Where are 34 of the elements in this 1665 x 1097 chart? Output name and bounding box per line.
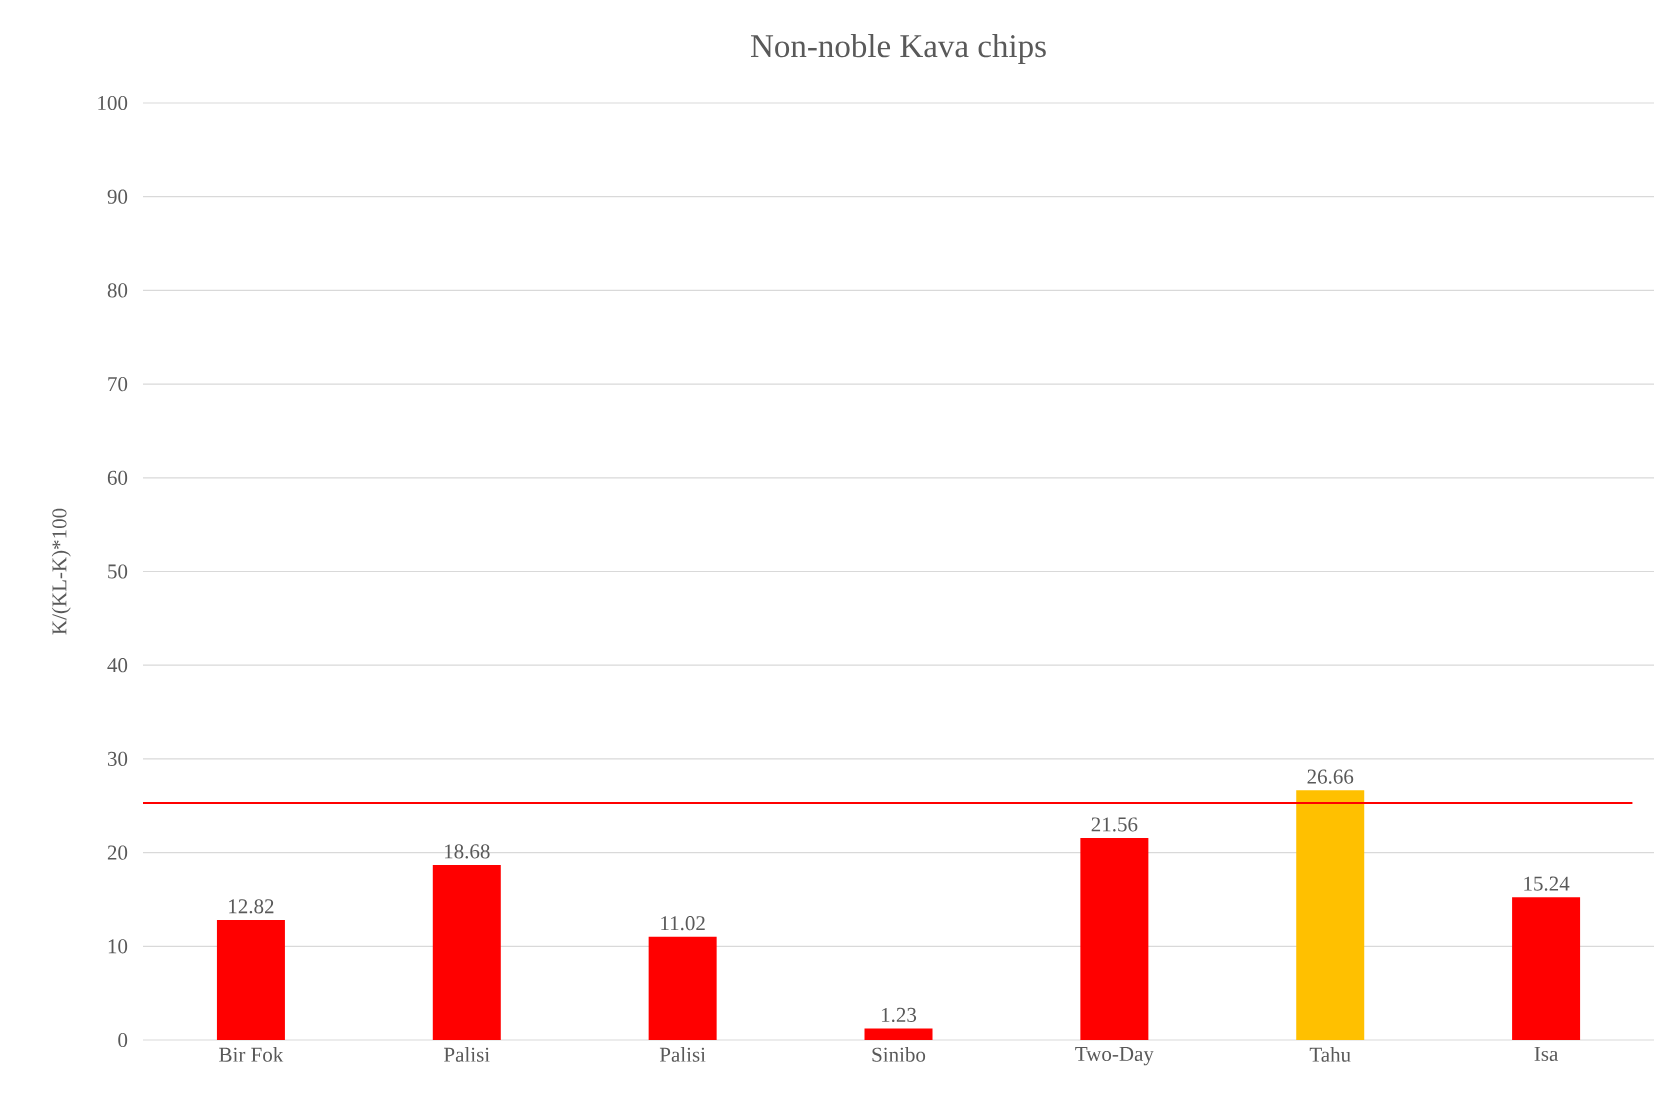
y-tick-label: 10 <box>108 939 128 954</box>
y-tick-label: 80 <box>107 283 128 298</box>
data-label: 15.24 <box>1524 876 1570 891</box>
data-label: 12.82 <box>229 899 274 914</box>
y-tick-label: 30 <box>107 751 128 766</box>
bar <box>216 919 285 1040</box>
data-label: 21.56 <box>1091 817 1138 832</box>
data-label: 11.02 <box>661 916 705 931</box>
bar <box>1080 837 1149 1040</box>
bar <box>1296 790 1365 1040</box>
y-tick-label: 60 <box>107 470 128 485</box>
x-tick-label: Two-Day <box>1075 1047 1154 1066</box>
bar <box>432 864 501 1040</box>
x-tick-label: Isa <box>1534 1047 1559 1062</box>
x-tick-label: Palisi <box>659 1047 706 1062</box>
y-tick-label: 20 <box>107 845 128 860</box>
y-tick-label: 40 <box>107 658 128 673</box>
data-label: 1.23 <box>881 1007 917 1023</box>
y-tick-label: 0 <box>118 1032 128 1048</box>
y-tick-label: 90 <box>107 189 128 204</box>
x-tick-label: Tahu <box>1309 1047 1351 1062</box>
x-tick-label: Sinibo <box>872 1047 926 1062</box>
data-label: 26.66 <box>1307 769 1354 784</box>
x-tick-label: Palisi <box>444 1047 490 1062</box>
y-tick-label: 70 <box>108 377 128 392</box>
y-tick-label: 100 <box>98 95 128 111</box>
x-tick-label: Bir Fok <box>219 1047 284 1062</box>
y-axis-title: K/(KL-K)*100 <box>51 508 71 635</box>
data-label: 18.68 <box>445 844 490 859</box>
bar <box>1512 897 1581 1040</box>
y-tick-label: 50 <box>108 564 128 579</box>
bar <box>648 936 717 1040</box>
chart-title: Non-noble Kava chips <box>750 34 1046 64</box>
bar <box>864 1028 933 1040</box>
